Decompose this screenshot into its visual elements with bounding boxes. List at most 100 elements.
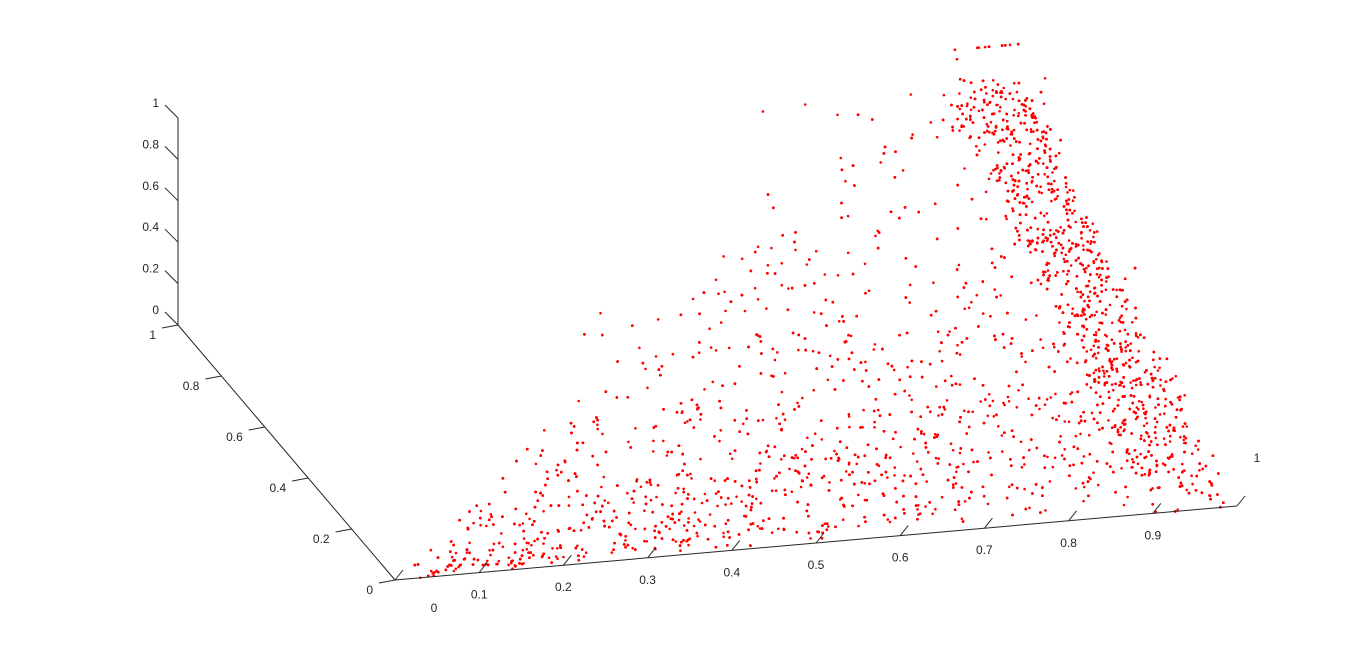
scatter-point — [575, 475, 578, 478]
scatter-point — [910, 410, 913, 414]
scatter-point — [1050, 190, 1054, 194]
scatter-point — [681, 452, 684, 456]
scatter-point — [755, 497, 758, 501]
scatter-point — [534, 462, 538, 466]
scatter-point — [529, 551, 532, 554]
scatter-point — [1089, 348, 1093, 352]
scatter-point — [985, 217, 988, 221]
scatter-point — [1074, 259, 1078, 262]
scatter-point — [1046, 455, 1049, 459]
scatter-point — [1124, 361, 1128, 365]
scatter-point — [1153, 377, 1157, 380]
scatter-point — [1090, 313, 1093, 317]
scatter-point — [613, 541, 616, 545]
scatter-point — [674, 491, 677, 495]
scatter-point — [1000, 255, 1003, 258]
scatter-point — [1176, 396, 1180, 399]
scatter-point — [1109, 465, 1112, 468]
scatter-point — [1080, 461, 1084, 465]
scatter-point — [956, 343, 959, 347]
scatter-point — [616, 484, 619, 487]
scatter-point — [1024, 99, 1027, 102]
scatter-point — [988, 130, 991, 134]
scatter-point — [1086, 295, 1090, 299]
scatter-point — [910, 136, 913, 140]
scatter-point — [867, 385, 871, 388]
scatter-point — [738, 430, 741, 434]
scatter-point — [1041, 250, 1044, 253]
scatter-point — [824, 457, 827, 461]
scatter-point — [1007, 200, 1010, 203]
scatter-point — [770, 531, 774, 534]
scatter-point — [606, 501, 610, 505]
scatter-point — [1087, 264, 1090, 268]
scatter-point — [755, 477, 758, 481]
scatter-point — [680, 510, 683, 513]
scatter-point — [1043, 172, 1046, 176]
scatter-point — [1046, 269, 1050, 272]
scatter-point — [1093, 352, 1096, 356]
scatter-point — [1035, 128, 1039, 132]
scatter-point — [1097, 367, 1101, 370]
scatter-point — [875, 463, 879, 466]
scatter-point — [719, 429, 722, 432]
scatter-point — [969, 135, 972, 138]
scatter-point — [786, 308, 790, 312]
scatter-point — [1110, 383, 1114, 386]
scatter-point — [1024, 318, 1028, 321]
scatter-point — [1082, 346, 1085, 349]
scatter-point — [849, 334, 853, 338]
scatter-point — [1070, 312, 1074, 315]
scatter-point — [755, 480, 758, 484]
scatter-point — [590, 518, 594, 521]
scatter-point — [687, 521, 690, 524]
scatter-point — [1049, 160, 1052, 163]
scatter-point — [886, 518, 890, 521]
scatter-point — [1082, 225, 1085, 228]
scatter-point — [983, 100, 986, 104]
scatter-point — [1093, 379, 1097, 383]
scatter-point — [1091, 222, 1095, 225]
scatter-point — [1013, 179, 1017, 182]
scatter-point — [942, 405, 946, 409]
scatter-point — [981, 485, 985, 489]
scatter-point — [1161, 462, 1165, 465]
scatter-point — [626, 543, 630, 547]
scatter-point — [924, 505, 927, 508]
scatter-point — [877, 408, 880, 412]
scatter-point — [977, 325, 980, 328]
scatter-point — [1095, 460, 1099, 463]
scatter-point — [963, 167, 966, 170]
scatter-point — [1119, 383, 1122, 387]
scatter-point — [713, 435, 716, 438]
scatter-point — [1098, 321, 1102, 325]
scatter-point — [465, 551, 469, 554]
scatter-point — [780, 428, 783, 432]
scatter-point — [1093, 231, 1096, 234]
scatter-point — [596, 463, 599, 467]
scatter-point — [1139, 381, 1142, 384]
scatter-point — [1086, 480, 1090, 483]
scatter-point — [452, 543, 455, 547]
scatter-point — [1081, 221, 1084, 224]
scatter-point — [1131, 356, 1134, 360]
scatter-point — [898, 216, 901, 220]
scatter-point — [1179, 436, 1182, 439]
scatter-point — [1120, 467, 1123, 470]
scatter-point — [933, 433, 937, 436]
scatter-point — [1038, 407, 1041, 411]
scatter-point — [842, 320, 845, 323]
scatter-point — [1029, 226, 1033, 229]
scatter-point — [990, 247, 994, 251]
scatter-point — [998, 179, 1001, 182]
scatter-point — [1081, 310, 1085, 314]
scatter-point — [989, 456, 992, 460]
scatter-point — [638, 346, 641, 350]
scatter-point — [1032, 130, 1035, 133]
scatter-point — [1022, 103, 1026, 107]
scatter-point — [624, 539, 627, 542]
scatter-point — [982, 494, 986, 498]
scatter-point — [765, 307, 768, 310]
scatter-point — [726, 497, 730, 500]
